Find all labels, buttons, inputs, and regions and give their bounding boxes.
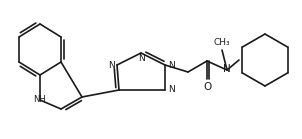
Text: N: N bbox=[223, 64, 231, 74]
Text: N: N bbox=[168, 60, 174, 70]
Text: O: O bbox=[203, 82, 211, 92]
Text: N: N bbox=[108, 60, 114, 70]
Text: NH: NH bbox=[33, 95, 45, 105]
Text: N: N bbox=[138, 54, 144, 63]
Text: CH₃: CH₃ bbox=[214, 38, 230, 47]
Text: N: N bbox=[168, 85, 174, 95]
